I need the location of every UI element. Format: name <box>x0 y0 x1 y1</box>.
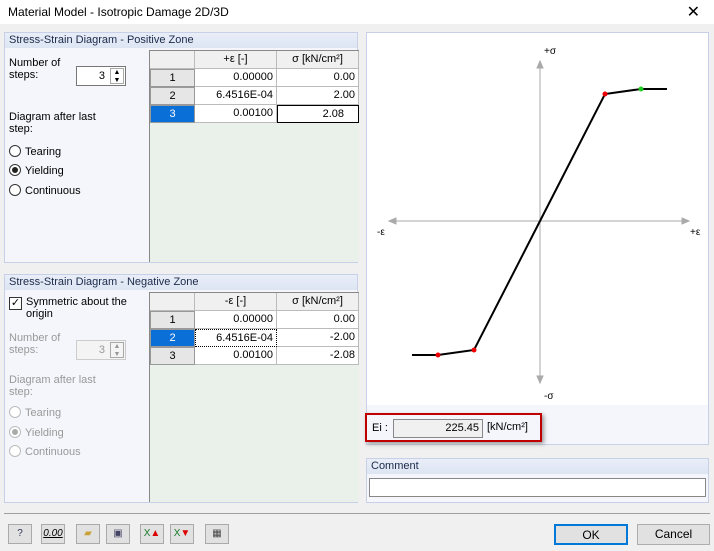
col-eps-header: -ε [-] <box>195 293 277 311</box>
radio-icon[interactable] <box>9 184 21 196</box>
curve-point <box>471 347 477 353</box>
excel-import-button[interactable]: X▲ <box>140 524 164 544</box>
negative-table: -ε [-] σ [kN/cm²] 1 0.00000 0.00 2 6.451… <box>149 292 359 502</box>
checkbox-checked-icon[interactable]: ✓ <box>9 297 22 310</box>
neg-option-continuous: Continuous <box>9 445 81 458</box>
eps-cell-focused[interactable]: 6.4516E-04 <box>195 329 277 347</box>
eps-cell[interactable]: 0.00000 <box>195 69 277 87</box>
option-yielding[interactable]: Yielding <box>9 164 64 177</box>
steps-value: 3 <box>98 70 105 82</box>
positive-zone-group: Stress-Strain Diagram - Positive Zone Nu… <box>4 32 359 263</box>
curve-point-selected <box>638 86 644 92</box>
row-header[interactable]: 3 <box>150 347 195 365</box>
cancel-button[interactable]: Cancel <box>637 524 710 545</box>
units-button[interactable]: 0.00 <box>41 524 65 544</box>
folder-icon: ▰ <box>84 528 92 539</box>
eps-cell[interactable]: 6.4516E-04 <box>195 87 277 105</box>
comment-group: Comment <box>366 458 709 503</box>
steps-value: 3 <box>98 344 105 356</box>
neg-steps-spinner: 3 ▲ ▼ <box>76 340 126 360</box>
option-label: Tearing <box>25 146 62 158</box>
col-sigma-header: σ [kN/cm²] <box>277 51 359 69</box>
col-sigma-header: σ [kN/cm²] <box>277 293 359 311</box>
plus-eps-label: +ε <box>690 227 701 238</box>
excel-export-icon: X▼ <box>173 528 191 539</box>
save-button[interactable]: ▣ <box>106 524 130 544</box>
sigma-cell[interactable]: 0.00 <box>277 69 359 87</box>
option-continuous[interactable]: Continuous <box>9 184 81 197</box>
option-label: Tearing <box>25 407 62 419</box>
comment-input[interactable] <box>369 478 706 497</box>
title-bar: Material Model - Isotropic Damage 2D/3D ✕ <box>0 0 714 24</box>
excel-export-button[interactable]: X▼ <box>170 524 194 544</box>
negative-zone-group: Stress-Strain Diagram - Negative Zone ✓ S… <box>4 274 359 503</box>
comment-label: Comment <box>367 459 708 474</box>
row-header[interactable]: 2 <box>150 87 195 105</box>
symmetric-checkbox[interactable]: ✓ Symmetric about the origin <box>9 296 139 320</box>
curve-point <box>602 91 608 97</box>
steps-spinner[interactable]: 3 ▲ ▼ <box>76 66 126 86</box>
row-header[interactable]: 2 <box>150 329 195 347</box>
col-eps-header: +ε [-] <box>195 51 277 69</box>
excel-import-icon: X▲ <box>143 528 161 539</box>
option-label: Continuous <box>25 446 81 458</box>
radio-icon <box>9 426 21 438</box>
neg-after-label: Diagram after last step: <box>9 374 96 398</box>
diagram-group: +σ -σ +ε -ε Ei : 225.45 [kN/cm²] <box>365 32 709 445</box>
minus-sigma-label: -σ <box>544 391 554 402</box>
stress-strain-diagram: +σ -σ +ε -ε <box>367 33 708 405</box>
calculator-button[interactable]: ▦ <box>205 524 229 544</box>
separator <box>4 513 710 514</box>
option-label: Yielding <box>25 165 64 177</box>
sigma-cell[interactable]: -2.00 <box>277 329 359 347</box>
neg-option-yielding: Yielding <box>9 426 64 439</box>
calculator-icon: ▦ <box>212 528 222 539</box>
positive-table: +ε [-] σ [kN/cm²] 1 0.00000 0.00 2 6.451… <box>149 50 359 262</box>
help-button[interactable]: ? <box>8 524 32 544</box>
eps-cell[interactable]: 0.00000 <box>195 311 277 329</box>
curve-point <box>435 352 441 358</box>
ei-unit: [kN/cm²] <box>487 421 528 433</box>
axis-arrows-icon <box>387 59 691 385</box>
positive-zone-header: Stress-Strain Diagram - Positive Zone <box>5 33 357 48</box>
spin-arrows-icon: ▲ ▼ <box>110 342 124 358</box>
save-icon: ▣ <box>113 528 123 539</box>
option-label: Continuous <box>25 185 81 197</box>
neg-option-tearing: Tearing <box>9 406 61 419</box>
spin-arrows-icon[interactable]: ▲ ▼ <box>110 68 124 84</box>
neg-steps-label: Number of steps: <box>9 332 61 356</box>
open-button[interactable]: ▰ <box>76 524 100 544</box>
after-label: Diagram after last step: <box>9 111 96 135</box>
row-header[interactable]: 3 <box>150 105 195 123</box>
eps-cell[interactable]: 0.00100 <box>195 105 277 123</box>
negative-zone-header: Stress-Strain Diagram - Negative Zone <box>5 275 357 290</box>
radio-icon <box>9 445 21 457</box>
units-icon: 0.00 <box>43 528 63 539</box>
option-label: Yielding <box>25 427 64 439</box>
ei-highlight: Ei : 225.45 [kN/cm²] <box>365 413 542 442</box>
plus-sigma-label: +σ <box>544 46 557 57</box>
window-title: Material Model - Isotropic Damage 2D/3D <box>8 5 229 19</box>
eps-cell[interactable]: 0.00100 <box>195 347 277 365</box>
radio-icon[interactable] <box>9 164 21 176</box>
row-header[interactable]: 1 <box>150 311 195 329</box>
close-button[interactable]: ✕ <box>686 4 700 21</box>
row-header[interactable]: 1 <box>150 69 195 87</box>
sigma-cell-editing[interactable]: 2.08 <box>277 105 359 123</box>
help-icon: ? <box>17 528 23 539</box>
option-tearing[interactable]: Tearing <box>9 145 61 158</box>
diagram-background <box>367 33 708 405</box>
radio-icon <box>9 406 21 418</box>
ei-value-field: 225.45 <box>393 419 483 438</box>
sigma-cell[interactable]: -2.08 <box>277 347 359 365</box>
symmetric-label: Symmetric about the origin <box>26 296 127 320</box>
sigma-cell[interactable]: 2.00 <box>277 87 359 105</box>
radio-icon[interactable] <box>9 145 21 157</box>
ok-button[interactable]: OK <box>554 524 628 545</box>
sigma-cell[interactable]: 0.00 <box>277 311 359 329</box>
ei-label: Ei : <box>372 422 388 434</box>
minus-eps-label: -ε <box>377 227 385 238</box>
steps-label: Number of steps: <box>9 57 61 81</box>
